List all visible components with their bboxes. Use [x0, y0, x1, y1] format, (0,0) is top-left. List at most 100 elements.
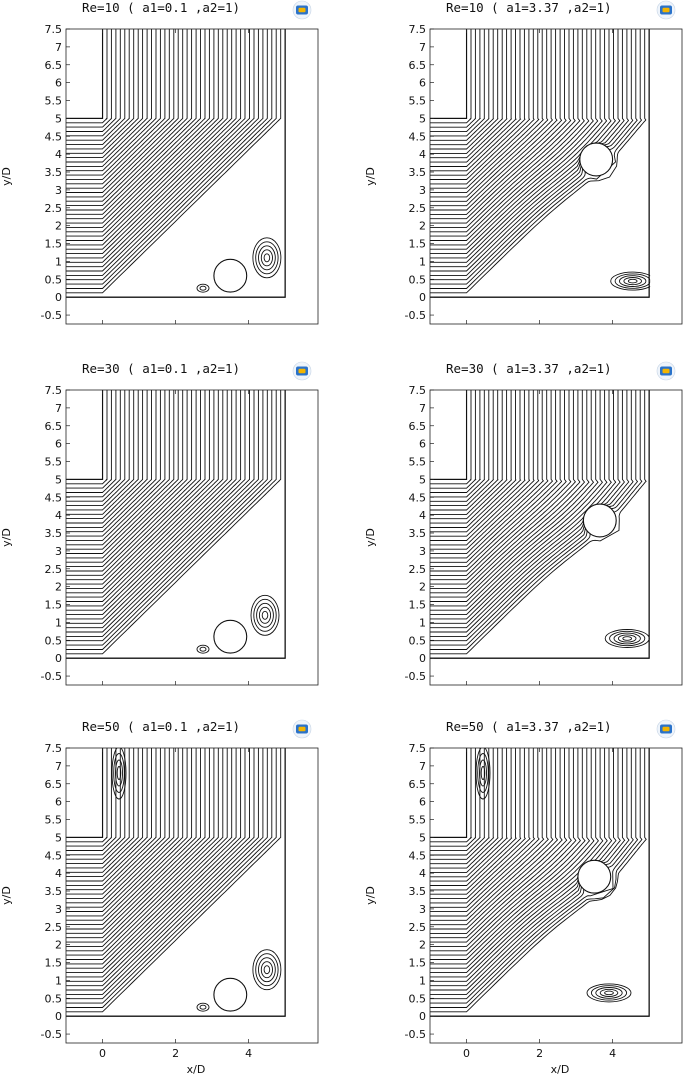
panel-title: Re=10 ( a1=3.37 ,a2=1): [446, 0, 612, 15]
streamlines: [430, 748, 647, 1013]
panel-title: Re=50 ( a1=3.37 ,a2=1): [446, 719, 612, 734]
cylinder-wake-vortex: [199, 285, 207, 291]
y-tick-label: -0.5: [41, 309, 62, 322]
y-tick-label: 5: [419, 831, 426, 844]
y-tick-label: 6.5: [409, 59, 427, 72]
y-tick-label: 4.5: [409, 849, 427, 862]
y-tick-label: 3: [55, 184, 62, 197]
y-tick-label: 4: [55, 148, 62, 161]
y-tick-label: 1.5: [409, 238, 427, 251]
streamlines: [66, 390, 282, 655]
y-tick-label: 0: [419, 291, 426, 304]
recirculation-vortex: [260, 249, 273, 267]
y-tick-label: 0.5: [45, 634, 63, 647]
y-tick-label: 5: [419, 473, 426, 486]
y-tick-label: 2.5: [409, 563, 427, 576]
y-tick-label: 5: [55, 831, 62, 844]
inlet-vortex: [115, 759, 123, 787]
panel-title: Re=10 ( a1=0.1 ,a2=1): [82, 0, 240, 15]
y-tick-label: 0.5: [409, 634, 427, 647]
y-tick-label: 5.5: [409, 456, 427, 469]
y-axis-label: y/D: [0, 167, 13, 186]
panel-3: -0.5 0 0.5 1 1.5 2 2.5 3 3.5 4 4.5 5 5.5 6 6.5 7 7.5 y/D R…: [0, 361, 319, 686]
y-tick-label: 3: [419, 903, 426, 916]
plot-frame: [429, 747, 683, 1044]
recirculation-vortex: [252, 237, 282, 279]
y-tick-label: 1: [55, 255, 62, 268]
recirculation-vortex: [253, 598, 277, 632]
solid-region: [650, 29, 682, 324]
plot-frame: [65, 28, 319, 325]
cylinder: [582, 503, 617, 538]
panel-title: Re=30 ( a1=0.1 ,a2=1): [82, 361, 240, 376]
panel-title: Re=50 ( a1=0.1 ,a2=1): [82, 719, 240, 734]
y-tick-label: 4.5: [45, 491, 63, 504]
y-tick-label: 1.5: [45, 238, 63, 251]
panel-1: -0.5 0 0.5 1 1.5 2 2.5 3 3.5 4 4.5 5 5.5 6 6.5 7 7.5 y/D R…: [0, 0, 319, 325]
y-tick-label: 2: [419, 220, 426, 233]
y-tick-label: 7: [419, 402, 426, 415]
y-tick-label: 2.5: [45, 202, 63, 215]
comsol-logo-icon: [292, 361, 312, 381]
streamlines: [430, 29, 647, 294]
y-tick-label: 5: [419, 112, 426, 125]
x-tick-label: 4: [245, 1047, 252, 1060]
solid-region: [286, 29, 318, 324]
cylinder: [213, 977, 248, 1012]
solid-region: [286, 390, 318, 685]
y-tick-label: 1.5: [409, 599, 427, 612]
recirculation-vortex: [256, 602, 274, 628]
y-tick-label: 2.5: [409, 202, 427, 215]
y-tick-label: 1: [55, 974, 62, 987]
y-tick-label: 5.5: [45, 95, 63, 108]
cylinder: [213, 619, 248, 654]
recirculation-vortex: [595, 987, 623, 999]
y-tick-label: -0.5: [41, 670, 62, 683]
x-tick-label: 0: [463, 1047, 470, 1060]
y-tick-label: 6: [419, 438, 426, 451]
y-tick-label: 7.5: [45, 23, 63, 36]
recirculation-vortex: [260, 961, 273, 979]
solid-floor: [430, 1017, 682, 1043]
y-tick-label: 6.5: [45, 59, 63, 72]
y-tick-label: 4: [55, 867, 62, 880]
cylinder: [577, 859, 612, 894]
comsol-logo-icon: [656, 0, 676, 20]
inlet-vortex: [477, 753, 489, 793]
recirculation-vortex: [604, 629, 650, 648]
y-tick-label: 6: [55, 77, 62, 90]
y-tick-label: 7: [55, 41, 62, 54]
y-tick-label: 3.5: [45, 166, 63, 179]
comsol-logo-icon: [292, 719, 312, 739]
cylinder-wake-vortex: [199, 1004, 207, 1010]
recirculation-vortex: [613, 632, 641, 645]
y-tick-label: 6.5: [45, 778, 63, 791]
recirculation-vortex: [586, 983, 632, 1003]
inlet-vortex: [116, 766, 122, 780]
y-tick-label: 0.5: [409, 273, 427, 286]
inlet-vortex: [113, 753, 125, 793]
solid-block: [430, 748, 467, 837]
recirculation-vortex: [255, 953, 279, 987]
solid-block: [430, 390, 467, 479]
solid-block: [66, 748, 103, 837]
y-tick-label: 5.5: [409, 95, 427, 108]
y-tick-label: 2.5: [409, 921, 427, 934]
panel-4: -0.5 0 0.5 1 1.5 2 2.5 3 3.5 4 4.5 5 5.5 6 6.5 7 7.5 y/D R…: [364, 361, 683, 686]
y-tick-label: 1.5: [45, 599, 63, 612]
solid-floor: [430, 659, 682, 685]
x-axis-label: x/D: [551, 1063, 570, 1076]
y-tick-label: 6.5: [409, 778, 427, 791]
recirculation-vortex: [609, 630, 646, 647]
y-tick-label: -0.5: [41, 1028, 62, 1041]
y-tick-label: 0.5: [45, 992, 63, 1005]
y-tick-label: 5: [55, 473, 62, 486]
y-tick-label: 1: [419, 255, 426, 268]
y-tick-label: 0: [419, 652, 426, 665]
streamlines: [66, 29, 282, 294]
cylinder-wake-vortex: [196, 283, 210, 293]
y-tick-label: 6: [55, 438, 62, 451]
solid-floor: [430, 298, 682, 324]
y-axis-label: y/D: [0, 528, 13, 547]
y-tick-label: 0: [55, 291, 62, 304]
